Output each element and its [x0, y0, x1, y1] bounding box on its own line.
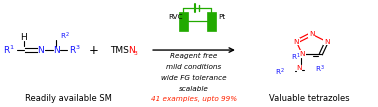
Text: scalable: scalable: [179, 85, 209, 92]
Text: 3: 3: [133, 51, 137, 56]
Text: 41 examples, upto 99%: 41 examples, upto 99%: [151, 96, 237, 102]
Text: N: N: [296, 65, 302, 71]
Text: Readily available SM: Readily available SM: [25, 94, 112, 103]
Text: R$^{1}$: R$^{1}$: [3, 44, 15, 56]
Text: R$^{2}$: R$^{2}$: [276, 67, 285, 78]
Text: Pt: Pt: [218, 14, 225, 20]
Bar: [179, 12, 188, 31]
Text: R$^{2}$: R$^{2}$: [60, 31, 69, 42]
Text: mild conditions: mild conditions: [166, 64, 222, 70]
Text: wide FG tolerance: wide FG tolerance: [161, 75, 227, 81]
Text: N: N: [128, 46, 135, 55]
Text: H: H: [20, 33, 27, 42]
Text: N: N: [37, 46, 44, 55]
Text: R$^{3}$: R$^{3}$: [315, 64, 325, 76]
Text: R$^{3}$: R$^{3}$: [68, 44, 81, 56]
Text: TMS: TMS: [110, 46, 129, 55]
Text: Reagent free: Reagent free: [170, 53, 218, 59]
Text: +: +: [88, 44, 98, 56]
Text: N: N: [53, 46, 60, 55]
Text: N: N: [299, 51, 305, 57]
Text: RVC: RVC: [168, 14, 183, 20]
Bar: [207, 12, 216, 31]
Text: N: N: [309, 31, 314, 37]
Text: R$^{1}$: R$^{1}$: [291, 51, 301, 63]
Text: N: N: [324, 39, 330, 45]
Text: Valuable tetrazoles: Valuable tetrazoles: [269, 94, 350, 103]
Text: N: N: [294, 39, 299, 45]
